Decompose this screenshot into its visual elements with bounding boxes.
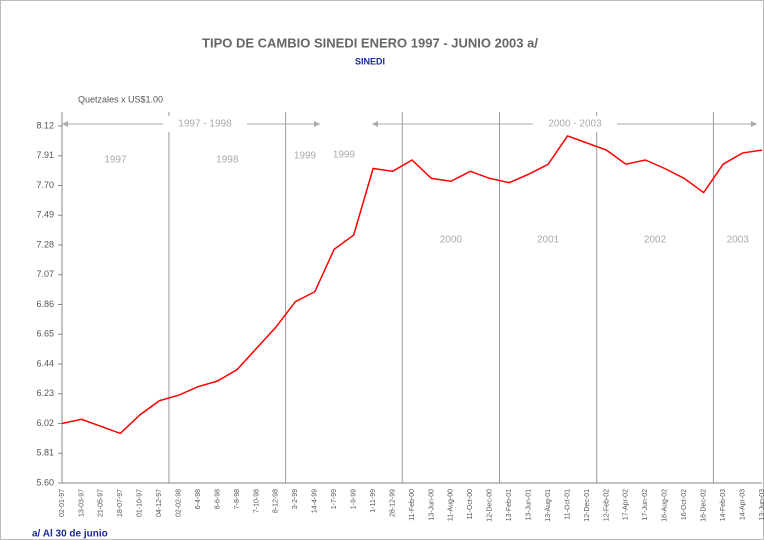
x-tick-label: 13-Aug-01	[545, 489, 552, 522]
y-axis-label: Quetzales x US$1.00	[78, 94, 163, 104]
x-tick-label: 17-Apr-02	[623, 489, 630, 520]
y-tick-label: 7.07	[36, 269, 54, 279]
x-tick-label: 13-03-97	[78, 489, 85, 517]
x-tick-label: 11-Oct-01	[564, 489, 571, 520]
y-tick-label: 5.60	[36, 477, 54, 487]
y-tick-label: 7.49	[36, 210, 54, 220]
x-tick-label: 28-12-99	[389, 489, 396, 517]
y-tick-label: 6.86	[36, 299, 54, 309]
x-tick-label: 6-4-98	[195, 489, 202, 509]
series-line	[61, 135, 763, 435]
x-tick-label: 16-Oct-02	[681, 489, 688, 520]
period-label: 1999	[294, 151, 317, 162]
year-label: 1998	[216, 155, 239, 166]
year-label: 2000	[440, 235, 463, 246]
x-tick-label: 7-10-98	[253, 489, 260, 513]
x-tick-label: 01-10-97	[137, 489, 144, 517]
year-label: 2002	[644, 235, 667, 246]
x-tick-label: 04-12-97	[156, 489, 163, 517]
label-bg	[533, 116, 617, 132]
y-tick-label: 6.44	[36, 358, 54, 368]
x-tick-label: 14-4-99	[312, 489, 319, 513]
x-tick-label: 16-Dec-02	[701, 489, 708, 522]
y-tick-label: 7.70	[36, 180, 54, 190]
x-tick-label: 02-01-97	[59, 489, 66, 517]
x-tick-label: 13-Jun-00	[428, 489, 435, 521]
period-label: 2000 - 2003	[548, 119, 602, 130]
x-tick-label: 13-Feb-01	[506, 489, 513, 521]
x-tick-label: 16-Aug-02	[662, 489, 669, 522]
x-tick-label: 11-Oct-00	[467, 489, 474, 520]
x-tick-label: 12-Dec-01	[584, 489, 591, 522]
x-tick-label: 11-Feb-00	[409, 489, 416, 521]
x-tick-label: 13-Jun-01	[526, 489, 533, 521]
x-tick-label: 21-05-97	[98, 489, 105, 517]
x-tick-label: 7-8-98	[234, 489, 241, 509]
x-tick-label: 02-02-98	[176, 489, 183, 517]
year-label: 2003	[727, 235, 750, 246]
y-tick-label: 7.28	[36, 239, 54, 249]
x-tick-label: 1-9-99	[351, 489, 358, 509]
x-tick-label: 11-Aug-00	[448, 489, 455, 521]
year-label: 1997	[104, 155, 127, 166]
y-tick-label: 8.12	[36, 120, 54, 130]
chart-subtitle: SINEDI	[355, 56, 385, 66]
x-tick-label: 14-Apr-03	[739, 489, 746, 520]
y-tick-label: 6.02	[36, 418, 54, 428]
chart-title: TIPO DE CAMBIO SINEDI ENERO 1997 - JUNIO…	[202, 35, 538, 50]
x-tick-label: 1-11-99	[370, 489, 377, 513]
period-label: 1997 - 1998	[178, 119, 232, 130]
year-label: 1999	[333, 150, 356, 161]
x-tick-label: 3-2-99	[292, 489, 299, 509]
x-tick-label: 12-Feb-02	[603, 489, 610, 521]
x-tick-label: 13-Jun-03	[759, 489, 764, 521]
x-tick-label: 8-6-98	[214, 489, 221, 509]
y-tick-label: 6.23	[36, 388, 54, 398]
x-tick-label: 8-12-98	[273, 489, 280, 513]
y-tick-label: 5.81	[36, 448, 54, 458]
x-tick-label: 1-7-99	[331, 489, 338, 509]
year-label: 2001	[537, 235, 560, 246]
x-tick-label: 14-Feb-03	[720, 489, 727, 521]
x-tick-label: 17-Jun-02	[642, 489, 649, 521]
x-tick-label: 18-07-97	[117, 489, 124, 517]
x-tick-label: 12-Dec-00	[487, 489, 494, 522]
y-tick-label: 7.91	[36, 150, 54, 160]
label-bg	[163, 116, 247, 132]
y-tick-label: 6.65	[36, 329, 54, 339]
footnote: a/ Al 30 de junio	[32, 529, 108, 540]
